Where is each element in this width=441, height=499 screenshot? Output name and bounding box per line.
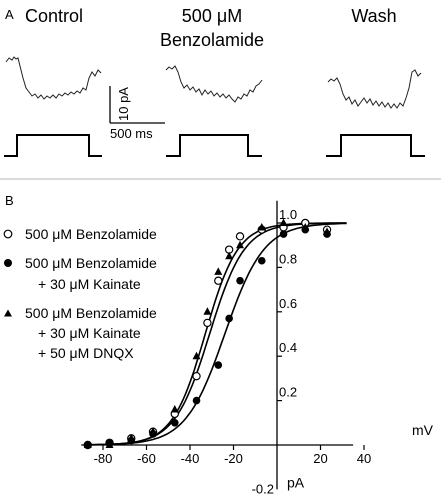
- data-point-filled-triangle: [225, 251, 234, 260]
- iv-plot-axes: -80 -60 -40 -20 20 40 0.2 0.4 0.6 0.8 1.0: [81, 200, 371, 490]
- legend-marker-filled-circle: [4, 259, 12, 267]
- voltage-step-benzolamide: [166, 134, 262, 157]
- data-point-filled-triangle: [192, 351, 201, 360]
- current-trace-wash: [327, 69, 422, 109]
- data-points: [83, 218, 332, 450]
- data-point-filled-triangle: [301, 222, 310, 231]
- data-point-filled-triangle: [170, 404, 179, 413]
- legend-label-series-1: 500 μM Benzolamide: [25, 226, 157, 242]
- condition-title-control: Control: [25, 6, 83, 26]
- legend-label-series-2: 500 μM Benzolamide: [25, 255, 157, 271]
- x-tick-label: -80: [94, 451, 113, 466]
- legend-label-series-2-line2: + 30 μM Kainate: [38, 276, 141, 292]
- data-point-filled-triangle: [105, 440, 114, 448]
- x-tick-label: 20: [313, 451, 327, 466]
- condition-title-wash: Wash: [351, 6, 396, 26]
- legend-label-series-3-line2: + 30 μM Kainate: [38, 325, 141, 341]
- legend: 500 μM Benzolamide 500 μM Benzolamide + …: [3, 226, 157, 361]
- scale-bar-current-label: 10 pA: [116, 87, 131, 121]
- data-point-filled-circle: [236, 276, 244, 285]
- data-point-filled-triangle: [257, 222, 266, 231]
- scale-bar-time-label: 500 ms: [110, 126, 153, 141]
- legend-marker-filled-triangle: [4, 309, 12, 317]
- data-point-open-circle: [214, 276, 223, 285]
- condition-title-benzolamide-line2: Benzolamide: [160, 30, 264, 50]
- data-point-filled-triangle: [323, 227, 332, 235]
- legend-label-series-3: 500 μM Benzolamide: [25, 305, 157, 321]
- x-tick-label: 40: [357, 451, 371, 466]
- panel-a: A Control 500 μM Benzolamide Wash 10 pA …: [4, 6, 425, 157]
- data-point-filled-circle: [225, 314, 233, 323]
- current-trace-control: [5, 56, 102, 100]
- data-point-filled-triangle: [83, 440, 92, 448]
- data-point-filled-triangle: [203, 307, 212, 315]
- y-axis-unit-label: pA: [287, 474, 305, 490]
- legend-label-series-3-line3: + 50 μM DNQX: [38, 345, 134, 361]
- current-trace-benzolamide: [165, 65, 263, 103]
- y-tick-label: 0.6: [279, 296, 297, 311]
- x-tick-label: -20: [224, 451, 243, 466]
- condition-title-benzolamide-line1: 500 μM: [182, 6, 242, 26]
- scale-bar: 10 pA 500 ms: [109, 86, 165, 141]
- x-axis-unit-label: mV: [412, 422, 434, 438]
- panel-a-letter: A: [5, 7, 14, 22]
- data-point-filled-circle: [170, 419, 179, 427]
- data-point-filled-circle: [279, 230, 288, 238]
- y-tick-label: 0.8: [279, 251, 297, 266]
- data-point-filled-triangle: [279, 218, 288, 226]
- voltage-step-control: [4, 134, 102, 157]
- y-axis-bottom-label: -0.2: [252, 481, 274, 496]
- data-point-filled-circle: [214, 361, 223, 369]
- data-point-filled-triangle: [149, 427, 158, 435]
- x-tick-label: -40: [181, 451, 200, 466]
- data-point-open-circle: [203, 318, 212, 328]
- data-point-open-circle: [235, 232, 245, 241]
- data-point-filled-triangle: [236, 240, 245, 249]
- x-tick-label: -60: [137, 451, 156, 466]
- voltage-step-wash: [326, 134, 425, 157]
- y-tick-label: 0.4: [279, 340, 297, 355]
- legend-marker-open-circle: [3, 229, 13, 239]
- y-tick-label: 0.2: [279, 385, 297, 400]
- data-point-filled-triangle: [214, 267, 223, 275]
- data-point-filled-circle: [192, 396, 201, 405]
- data-point-filled-circle: [257, 256, 266, 265]
- y-tick-label: 1.0: [279, 207, 297, 222]
- panel-b: B 500 μM Benzolamide 500 μM Benzolamide …: [3, 193, 434, 496]
- data-point-filled-triangle: [127, 433, 136, 442]
- data-point-open-circle: [192, 371, 201, 381]
- panel-b-letter: B: [5, 193, 14, 208]
